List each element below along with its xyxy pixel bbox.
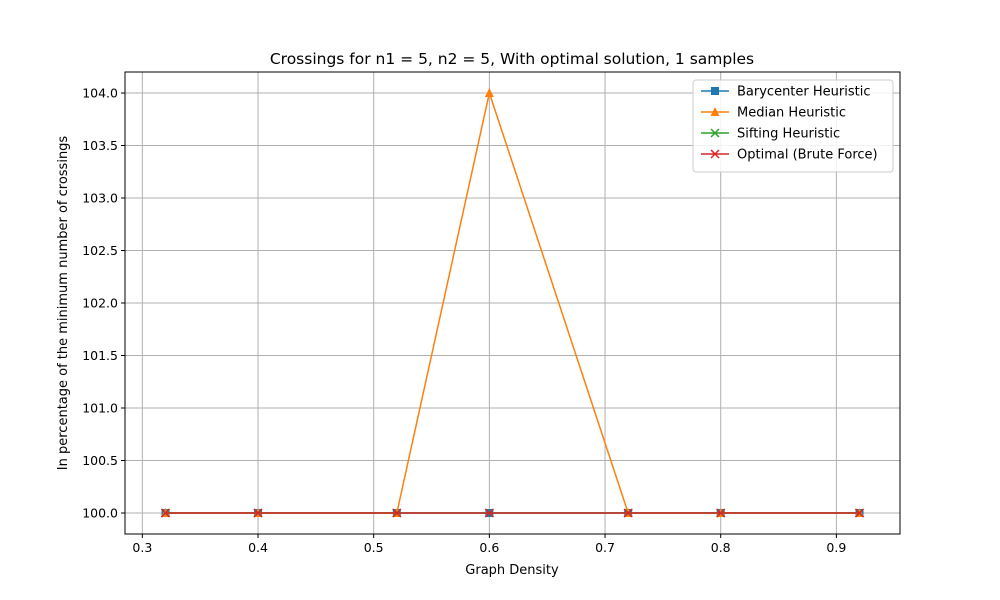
legend-box [692,79,894,173]
axis-ticks: 0.3 0.4 0.5 0.6 0.7 0.8 0.9 100.0 100.5 101.0 101.… [82,86,846,556]
chart-title: Crossings for n1 = 5, n2 = 5, With optim… [270,50,754,68]
legend: Barycenter Heuristic Median Heuristic Sift… [692,79,894,173]
x-marker-stroke [710,149,720,159]
x-tick-label: 0.7 [595,540,615,555]
series-optimal-brute-force [160,508,865,518]
plot-series [160,88,865,518]
legend-median-heuristic-triangle-marker [710,107,720,116]
x-marker-stroke [710,128,720,138]
legend-label: Sifting Heuristic [737,127,840,142]
y-axis-label: In percentage of the minimum number of c… [56,136,71,471]
x-marker-stroke [484,508,494,518]
legend-optimal-brute-force-x-marker [710,149,720,159]
x-marker-stroke [392,508,402,518]
x-tick-label: 0.9 [826,540,846,555]
y-tick-label: 103.0 [82,191,118,206]
x-axis-label: Graph Density [465,563,559,578]
y-tick-label: 102.5 [82,243,118,258]
legend-sifting-heuristic-x-marker [710,128,720,138]
optimal-brute-force-x-marker [392,508,402,518]
y-tick-label: 100.0 [82,506,118,521]
x-tick-label: 0.5 [364,540,384,555]
optimal-brute-force-x-marker [716,508,726,518]
legend-item-sifting-heuristic: Sifting Heuristic [701,127,840,142]
legend-item-median-heuristic: Median Heuristic [701,106,846,121]
x-tick-label: 0.8 [711,540,731,555]
x-tick-label: 0.4 [248,540,268,555]
optimal-brute-force-x-marker [160,508,171,518]
y-tick-label: 101.5 [82,348,118,363]
legend-barycenter-heuristic-square-marker [711,87,719,95]
optimal-brute-force-x-marker [623,508,633,518]
optimal-brute-force-x-marker [253,508,263,518]
optimal-brute-force-x-marker [854,508,865,518]
legend-label: Median Heuristic [737,106,846,121]
median-heuristic-triangle-marker [484,88,494,97]
x-tick-label: 0.3 [132,540,152,555]
y-tick-label: 102.0 [82,296,118,311]
optimal-brute-force-x-marker [484,508,494,518]
y-tick-label: 103.5 [82,138,118,153]
x-marker-stroke [160,508,171,518]
x-marker-stroke [253,508,263,518]
x-marker-stroke [716,508,726,518]
x-marker-stroke [623,508,633,518]
legend-item-barycenter-heuristic: Barycenter Heuristic [701,85,870,100]
y-tick-label: 104.0 [82,86,118,101]
legend-item-optimal-brute-force: Optimal (Brute Force) [701,148,878,163]
legend-label: Barycenter Heuristic [737,85,870,100]
y-tick-label: 101.0 [82,401,118,416]
legend-label: Optimal (Brute Force) [737,148,878,163]
x-marker-stroke [854,508,865,518]
x-tick-label: 0.6 [479,540,499,555]
y-tick-label: 100.5 [82,453,118,468]
